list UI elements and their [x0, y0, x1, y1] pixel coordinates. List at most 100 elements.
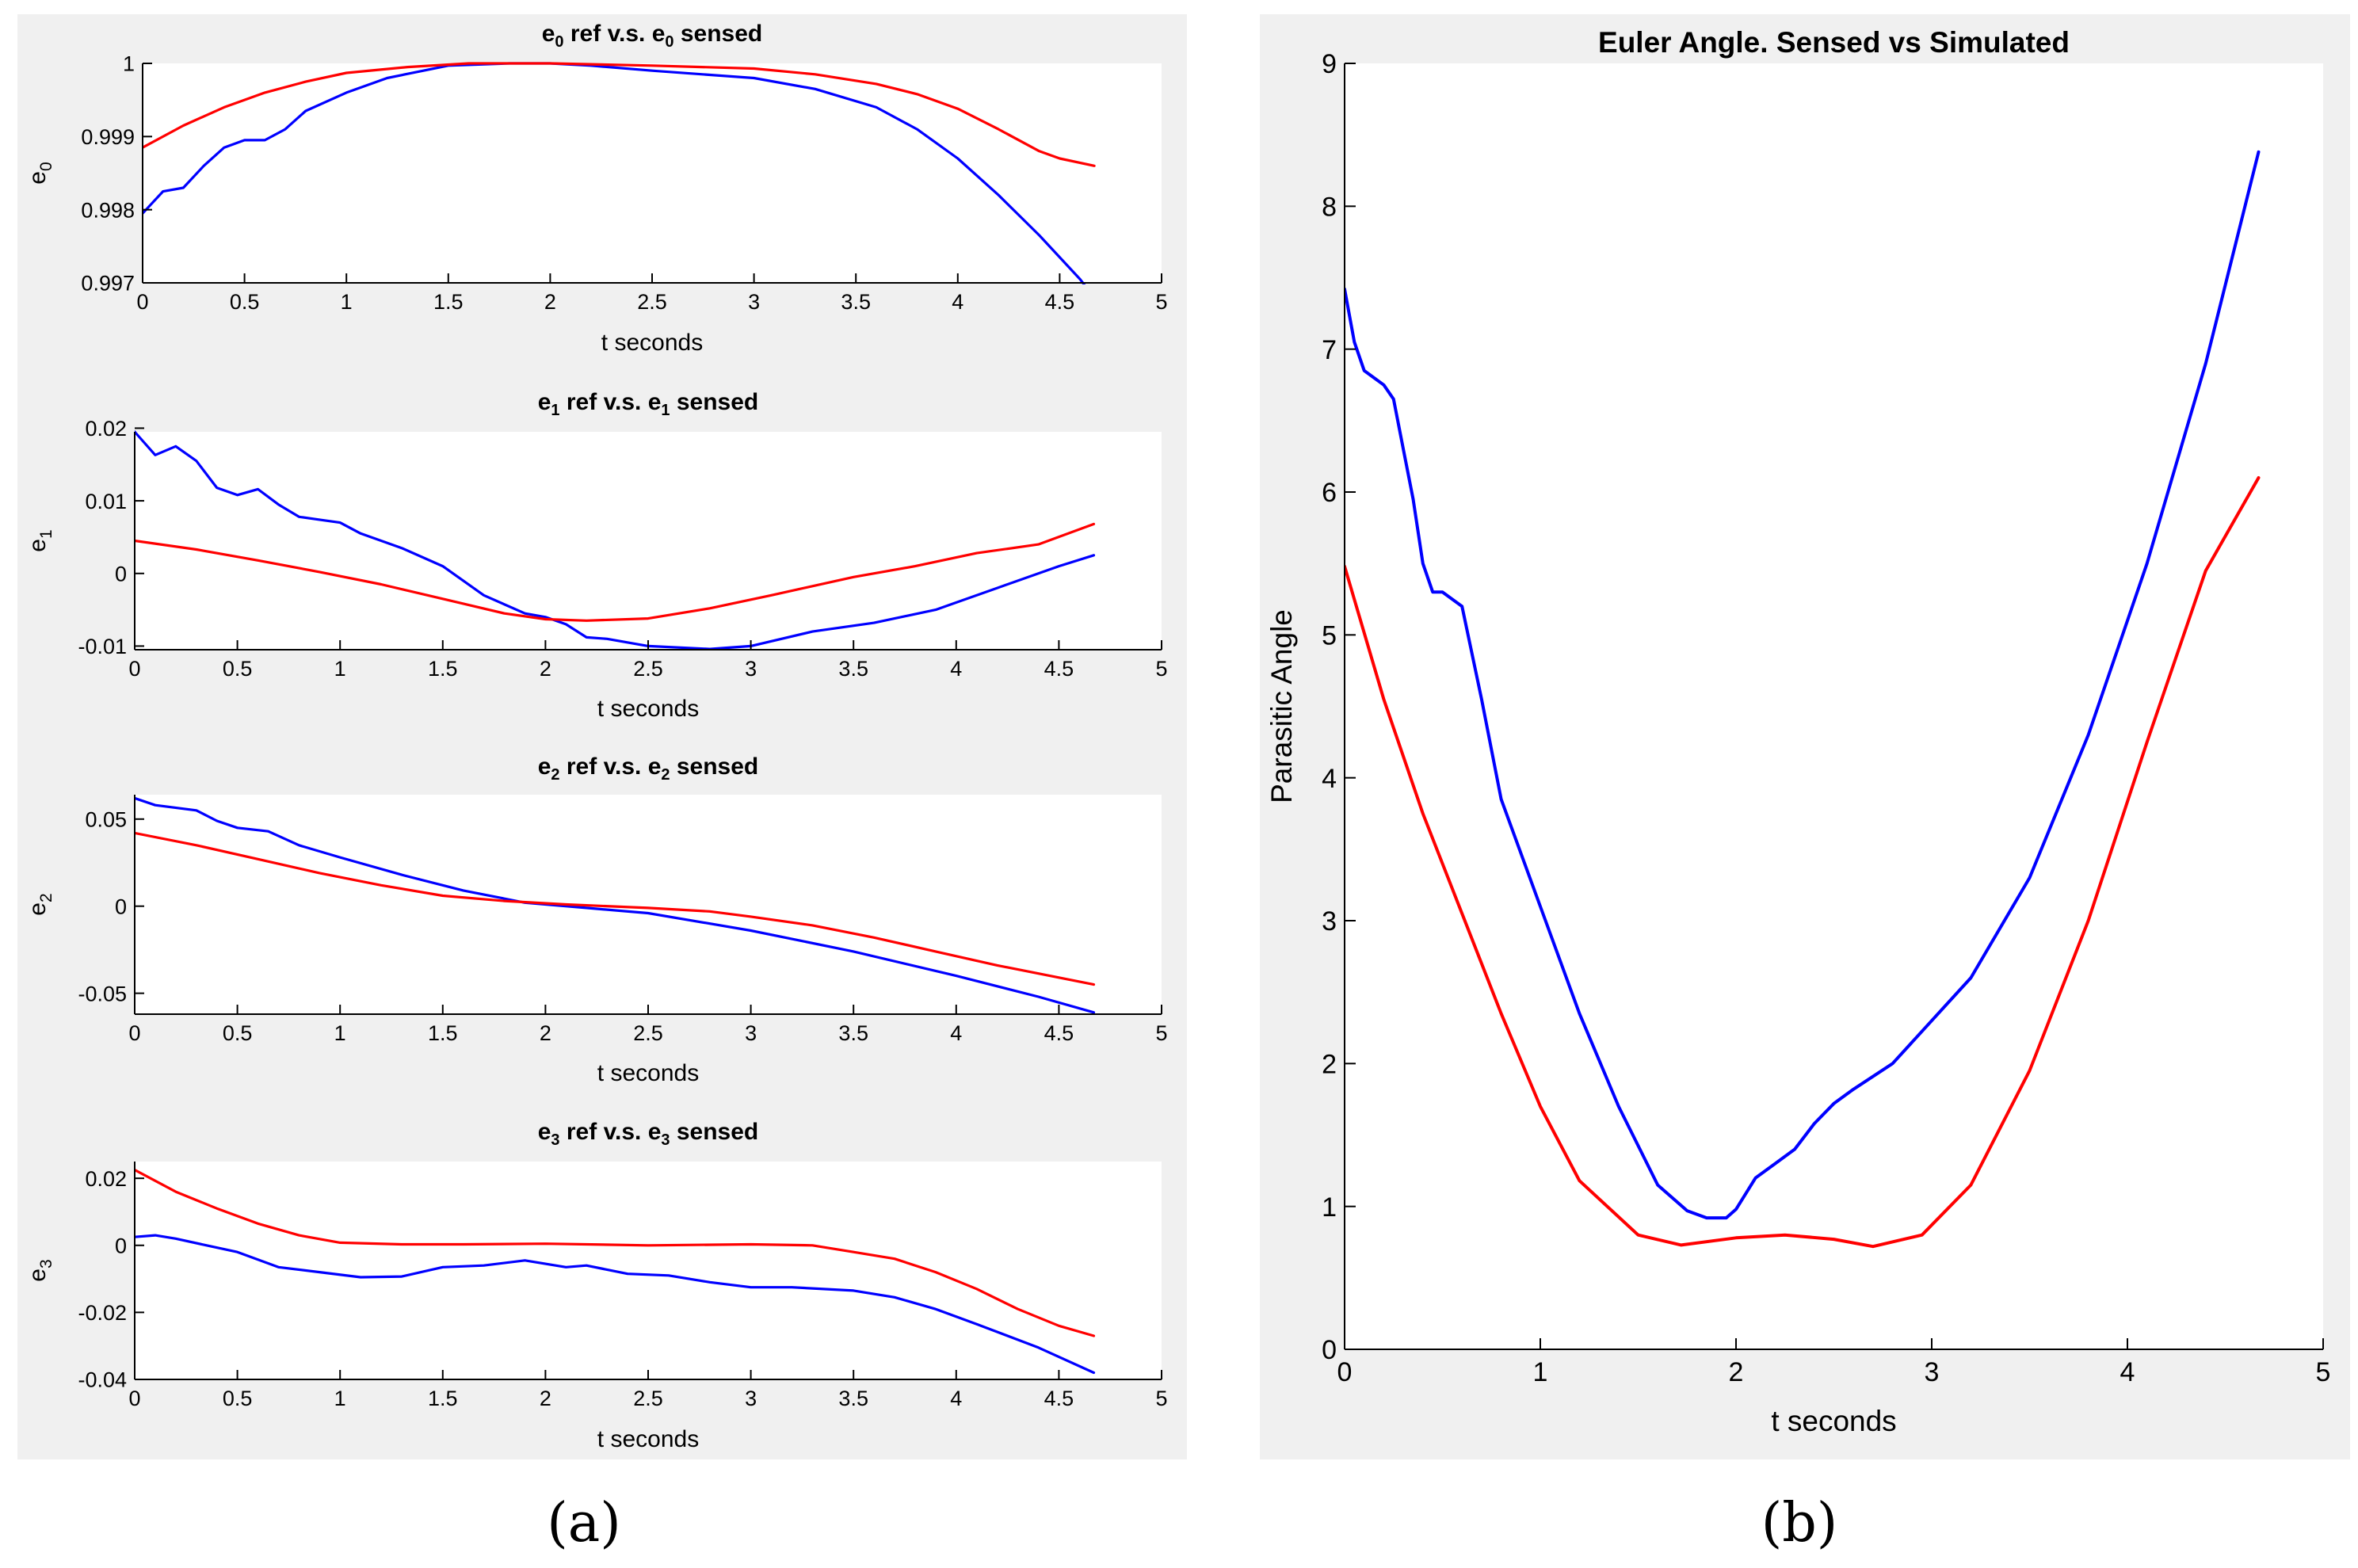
x-tick-label-euler-5: 5	[2316, 1357, 2331, 1387]
x-axis-label-e1: t seconds	[597, 696, 699, 722]
x-tick-label-e0-7: 3.5	[841, 290, 871, 314]
x-tick-label-e0-6: 3	[748, 290, 760, 314]
title-sub: 0	[555, 33, 563, 51]
ylabel-sub: 1	[37, 529, 55, 539]
series-line-e3-sensed	[135, 1234, 1096, 1375]
plot-area-euler	[1345, 63, 2323, 1349]
y-tick-label-euler-8: 8	[1322, 193, 1337, 223]
x-tick-label-euler-3: 3	[1925, 1357, 1940, 1387]
x-tick-label-e2-5: 2.5	[633, 1021, 663, 1045]
x-tick-label-euler-0: 0	[1337, 1357, 1353, 1387]
plots-layer: 0 0.5 1 1.5 2 2.5 3 3.5 4 4.5 5 0.997 0.998 0.999 1 e0 …	[25, 21, 2330, 1452]
x-tick-label-e0-1: 0.5	[230, 290, 260, 314]
series-line-e2-ref	[135, 831, 1096, 986]
y-tick-label-euler-2: 2	[1322, 1050, 1337, 1080]
y-axis-label-e3: e3	[25, 1259, 55, 1281]
chart-title-e1: e1 ref v.s. e1 sensed	[538, 389, 759, 419]
x-tick-label-e0-8: 4	[952, 290, 963, 314]
y-tick-label-e2-1: 0	[115, 895, 127, 918]
x-axis-label-e0: t seconds	[601, 330, 703, 356]
x-axis-label-e2: t seconds	[597, 1060, 699, 1086]
y-tick-label-e0-2: 0.999	[81, 125, 135, 149]
x-tick-label-e0-10: 5	[1155, 290, 1167, 314]
y-tick-label-euler-0: 0	[1322, 1335, 1337, 1365]
chart-title-e3: e3 ref v.s. e3 sensed	[538, 1119, 759, 1149]
title-mid: ref v.s.	[560, 1119, 648, 1145]
title-tail: sensed	[670, 753, 759, 780]
y-tick-label-e1-0: -0.01	[78, 635, 127, 658]
chart-title-e0: e0 ref v.s. e0 sensed	[542, 21, 763, 51]
y-tick-label-e0-1: 0.998	[81, 198, 135, 222]
x-tick-label-e2-7: 3.5	[838, 1021, 868, 1045]
title-mid: ref v.s.	[560, 389, 648, 415]
x-tick-label-e2-4: 2	[540, 1021, 551, 1045]
x-tick-label-e3-9: 4.5	[1044, 1387, 1074, 1410]
title-sub: 2	[551, 766, 559, 784]
title-sym: e	[652, 21, 666, 47]
y-axis-label-e1: e1	[25, 529, 55, 551]
title-sym: e	[538, 389, 551, 415]
y-tick-label-e2-0: -0.05	[78, 982, 127, 1005]
x-tick-label-e0-9: 4.5	[1045, 290, 1075, 314]
series-line-e0-ref	[143, 62, 1096, 167]
plot-area-e0	[143, 63, 1162, 283]
title-sym: e	[542, 21, 555, 47]
x-tick-label-e1-5: 2.5	[633, 657, 663, 681]
plot-area-e1	[135, 432, 1162, 650]
y-tick-label-e1-1: 0	[115, 562, 127, 586]
x-tick-label-e3-2: 1	[334, 1387, 346, 1410]
x-tick-label-e1-1: 0.5	[223, 657, 253, 681]
x-tick-label-e3-3: 1.5	[428, 1387, 458, 1410]
x-tick-label-e2-2: 1	[334, 1021, 346, 1045]
ylabel-sub: 3	[37, 1259, 55, 1269]
title-sym: e	[648, 1119, 662, 1145]
x-tick-label-e2-3: 1.5	[428, 1021, 458, 1045]
y-tick-label-e3-1: -0.02	[78, 1301, 127, 1325]
series-line-e3-ref	[135, 1168, 1096, 1337]
x-axis-label-euler: t seconds	[1771, 1405, 1896, 1437]
y-axis-label-euler: Parasitic Angle	[1265, 609, 1298, 803]
title-sym: e	[538, 753, 551, 780]
x-tick-label-e1-3: 1.5	[428, 657, 458, 681]
x-tick-label-e2-1: 0.5	[223, 1021, 253, 1045]
x-tick-label-e1-6: 3	[745, 657, 757, 681]
title-sub: 1	[661, 402, 670, 419]
series-line-e2-sensed	[135, 796, 1096, 1014]
title-tail: sensed	[670, 1119, 759, 1145]
x-tick-label-e2-6: 3	[745, 1021, 757, 1045]
x-tick-label-e0-2: 1	[341, 290, 353, 314]
x-tick-label-e3-0: 0	[128, 1387, 140, 1410]
ylabel-sub: 2	[37, 893, 55, 902]
x-tick-label-e3-8: 4	[950, 1387, 962, 1410]
y-tick-label-e3-3: 0.02	[85, 1167, 127, 1191]
x-tick-label-e1-0: 0	[128, 657, 140, 681]
title-sub: 2	[661, 766, 670, 784]
y-axis-label-e0: e0	[25, 162, 55, 184]
series-line-euler-sensed	[1345, 150, 2261, 1220]
x-tick-label-e2-10: 5	[1155, 1021, 1167, 1045]
y-tick-label-e1-2: 0.01	[85, 490, 127, 513]
x-tick-label-e1-8: 4	[950, 657, 962, 681]
caption-b: (b)	[1761, 1492, 1838, 1555]
x-tick-label-e2-8: 4	[950, 1021, 962, 1045]
y-tick-label-euler-6: 6	[1322, 478, 1337, 508]
plot-area-e3	[135, 1162, 1162, 1379]
x-tick-label-e3-5: 2.5	[633, 1387, 663, 1410]
plot-area-e2	[135, 795, 1162, 1014]
x-tick-label-e0-5: 2.5	[637, 290, 667, 314]
y-tick-label-euler-9: 9	[1322, 49, 1337, 79]
x-tick-label-e0-3: 1.5	[433, 290, 464, 314]
ylabel-sym: e	[25, 539, 51, 552]
title-sym: e	[648, 389, 662, 415]
title-mid: ref v.s.	[564, 21, 652, 47]
series-line-e1-ref	[135, 522, 1096, 622]
y-tick-label-euler-1: 1	[1322, 1192, 1337, 1223]
title-sub: 1	[551, 402, 559, 419]
x-tick-label-e2-9: 4.5	[1044, 1021, 1074, 1045]
y-tick-label-e2-2: 0.05	[85, 807, 127, 831]
ylabel-sub: 0	[37, 162, 55, 171]
x-tick-label-e0-0: 0	[136, 290, 148, 314]
x-tick-label-e1-10: 5	[1155, 657, 1167, 681]
